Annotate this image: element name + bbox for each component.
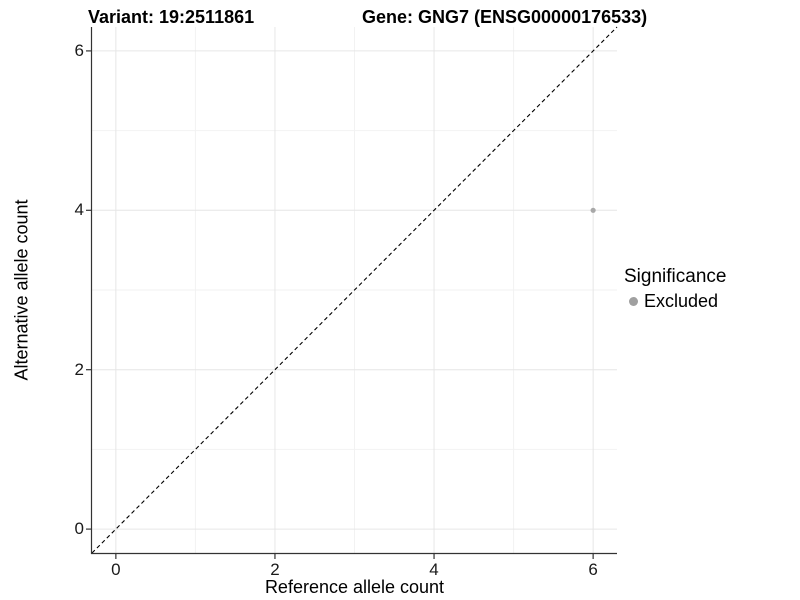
plot-title-variant: Variant: 19:2511861: [88, 7, 255, 27]
identity-reference-line: [91, 26, 618, 554]
y-tick-label-6: 6: [74, 40, 84, 60]
legend: Significance Excluded: [624, 266, 726, 312]
legend-item-excluded: Excluded: [624, 291, 726, 312]
x-tick-label-0: 0: [111, 560, 121, 579]
data-point-6-4: [590, 207, 596, 213]
y-tick-label-2: 2: [74, 359, 84, 379]
legend-point-marker-icon: [629, 297, 638, 306]
legend-item-label: Excluded: [644, 291, 719, 311]
y-tick-label-0: 0: [74, 519, 84, 539]
x-tick-label-6: 6: [588, 560, 598, 579]
y-tick-label-4: 4: [74, 200, 84, 220]
legend-title: Significance: [624, 266, 727, 287]
x-tick-label-2: 2: [270, 560, 280, 579]
x-axis-title: Reference allele count: [264, 577, 445, 597]
y-axis-title: Alternative allele count: [11, 199, 32, 381]
plot-title-gene: Gene: GNG7 (ENSG00000176533): [362, 7, 648, 27]
x-tick-label-4: 4: [429, 560, 439, 579]
